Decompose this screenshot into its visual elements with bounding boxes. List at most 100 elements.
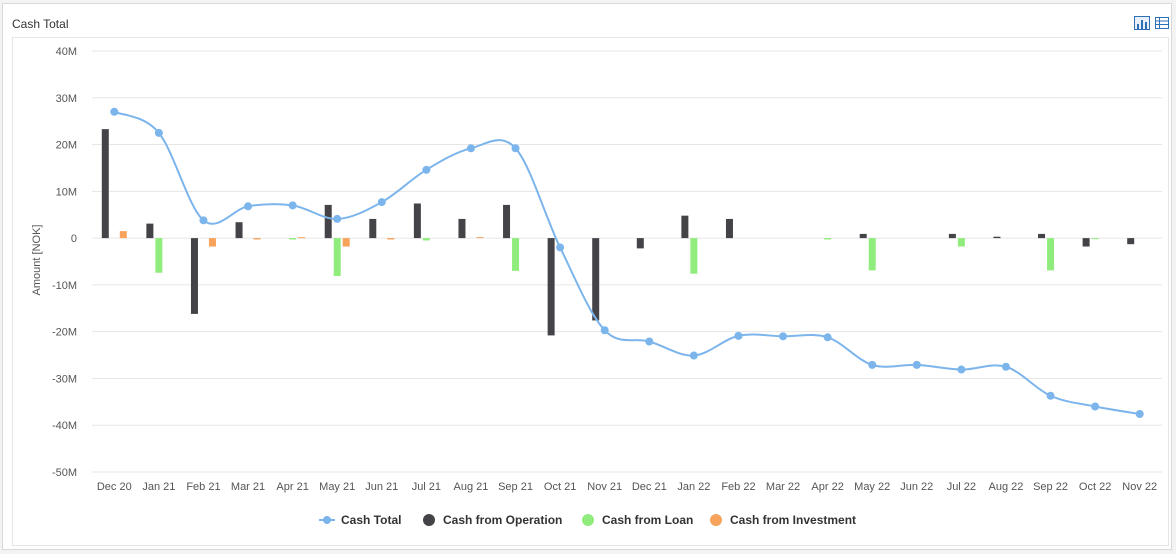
bar-cash-from-loan[interactable] xyxy=(1091,238,1099,240)
x-tick-label: May 21 xyxy=(319,481,355,493)
bar-cash-from-loan[interactable] xyxy=(289,238,297,240)
bar-cash-from-operation[interactable] xyxy=(235,222,243,239)
bar-cash-from-operation[interactable] xyxy=(1127,238,1135,245)
cash-total-point[interactable] xyxy=(511,144,520,153)
x-tick-label: Feb 21 xyxy=(186,481,220,493)
bar-cash-from-operation[interactable] xyxy=(725,218,733,239)
legend-item[interactable]: Cash from Operation xyxy=(423,513,562,527)
bar-cash-from-loan[interactable] xyxy=(824,238,832,240)
cash-total-point[interactable] xyxy=(1135,409,1144,418)
cash-total-point[interactable] xyxy=(600,326,609,335)
bar-cash-from-loan[interactable] xyxy=(868,238,876,271)
y-tick-label: 0 xyxy=(71,233,77,245)
y-tick-label: 40M xyxy=(56,46,77,58)
bar-cash-from-investment[interactable] xyxy=(298,237,306,239)
column-series xyxy=(101,129,1135,336)
legend-label: Cash from Loan xyxy=(602,513,693,527)
bar-cash-from-operation[interactable] xyxy=(101,129,109,239)
cash-total-point[interactable] xyxy=(199,216,208,225)
cash-total-point[interactable] xyxy=(912,360,921,369)
bar-cash-from-operation[interactable] xyxy=(592,238,600,321)
cash-total-point[interactable] xyxy=(1046,391,1055,400)
bar-cash-from-loan[interactable] xyxy=(957,238,965,247)
legend-label: Cash from Investment xyxy=(730,513,856,527)
legend-symbol xyxy=(710,514,722,526)
bar-cash-from-investment[interactable] xyxy=(342,238,350,247)
chart-view-button[interactable] xyxy=(1134,16,1150,30)
x-tick-label: Jan 21 xyxy=(142,481,175,493)
cash-total-point[interactable] xyxy=(868,360,877,369)
x-tick-label: Oct 21 xyxy=(544,481,576,493)
cash-total-chart: 40M 30M 20M 10M 0 -10M -20M -30M -40M -50M Amount… xyxy=(31,46,1162,527)
y-axis-labels: 40M 30M 20M 10M 0 -10M -20M -30M -40M -50M xyxy=(52,46,77,479)
cash-total-point[interactable] xyxy=(288,201,297,210)
cash-total-point[interactable] xyxy=(244,202,253,211)
bar-cash-from-loan[interactable] xyxy=(333,238,341,277)
cash-total-point[interactable] xyxy=(823,333,832,342)
legend-item[interactable]: Cash Total xyxy=(319,513,401,527)
cash-total-point[interactable] xyxy=(556,243,565,252)
x-tick-label: Feb 22 xyxy=(721,481,755,493)
x-tick-label: Oct 22 xyxy=(1079,481,1111,493)
bar-cash-from-loan[interactable] xyxy=(422,238,430,241)
cash-total-point[interactable] xyxy=(689,351,698,360)
cash-total-point[interactable] xyxy=(734,331,743,340)
bar-cash-from-operation[interactable] xyxy=(458,218,466,239)
bar-cash-from-operation[interactable] xyxy=(547,238,555,336)
cash-total-point[interactable] xyxy=(110,107,119,116)
y-tick-label: -10M xyxy=(52,280,77,292)
bar-cash-from-operation[interactable] xyxy=(324,204,332,239)
x-tick-label: Jul 22 xyxy=(947,481,976,493)
bar-cash-from-operation[interactable] xyxy=(993,236,1001,239)
legend-item[interactable]: Cash from Investment xyxy=(710,513,856,527)
bar-cash-from-loan[interactable] xyxy=(690,238,698,274)
bar-cash-from-operation[interactable] xyxy=(146,223,154,239)
bar-cash-from-operation[interactable] xyxy=(503,204,511,239)
cash-total-point[interactable] xyxy=(1001,362,1010,371)
bar-cash-from-operation[interactable] xyxy=(369,218,377,239)
bar-cash-from-investment[interactable] xyxy=(208,238,216,247)
table-view-button[interactable] xyxy=(1154,16,1170,30)
x-tick-label: Nov 22 xyxy=(1122,481,1157,493)
x-tick-label: Mar 21 xyxy=(231,481,265,493)
bar-cash-from-investment[interactable] xyxy=(253,238,261,240)
bar-cash-from-loan[interactable] xyxy=(155,238,163,273)
bar-cash-from-operation[interactable] xyxy=(859,233,867,239)
bar-cash-from-operation[interactable] xyxy=(413,203,421,239)
panel-title: Cash Total xyxy=(12,17,69,31)
legend-symbol xyxy=(323,516,331,524)
cash-total-point[interactable] xyxy=(1091,402,1100,411)
y-tick-label: -20M xyxy=(52,327,77,339)
x-tick-label: Sep 22 xyxy=(1033,481,1068,493)
bar-cash-from-investment[interactable] xyxy=(387,238,395,240)
bar-cash-from-operation[interactable] xyxy=(681,215,689,239)
bar-cash-from-operation[interactable] xyxy=(190,238,198,314)
y-axis-title: Amount [NOK] xyxy=(31,225,43,296)
bar-cash-from-loan[interactable] xyxy=(512,238,520,271)
cash-total-line xyxy=(113,110,1140,415)
bar-cash-from-loan[interactable] xyxy=(1047,238,1055,271)
bar-cash-from-operation[interactable] xyxy=(1082,238,1090,247)
bar-cash-from-operation[interactable] xyxy=(1038,233,1046,239)
cash-total-point[interactable] xyxy=(645,337,654,346)
cash-total-point[interactable] xyxy=(466,144,475,153)
cash-total-point[interactable] xyxy=(377,198,386,207)
cash-total-point[interactable] xyxy=(779,332,788,341)
bar-chart-icon xyxy=(1137,20,1147,29)
cash-total-point[interactable] xyxy=(333,214,342,223)
x-tick-label: Mar 22 xyxy=(766,481,800,493)
cash-total-point[interactable] xyxy=(422,165,431,174)
cash-total-point[interactable] xyxy=(154,128,163,137)
bar-cash-from-operation[interactable] xyxy=(636,238,644,249)
legend-symbol xyxy=(582,514,594,526)
table-icon xyxy=(1155,17,1169,29)
bar-cash-from-investment[interactable] xyxy=(119,231,127,239)
cash-total-point[interactable] xyxy=(957,365,966,374)
x-tick-label: Apr 21 xyxy=(276,481,308,493)
legend-label: Cash Total xyxy=(341,513,401,527)
cash-total-panel: Cash Total 40M 30M 20M 10M 0 -10M -20M -30M -40M… xyxy=(2,3,1172,550)
x-tick-label: Jan 22 xyxy=(677,481,710,493)
bar-cash-from-investment[interactable] xyxy=(476,237,484,239)
legend-item[interactable]: Cash from Loan xyxy=(582,513,693,527)
bar-cash-from-operation[interactable] xyxy=(948,233,956,239)
